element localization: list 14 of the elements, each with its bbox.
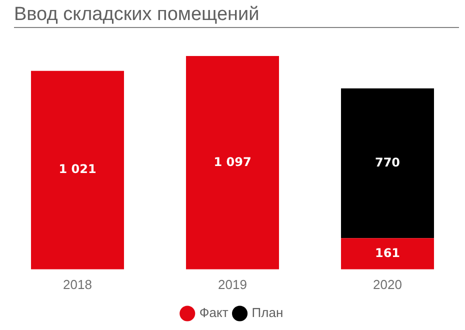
data-label: 1 021	[58, 162, 96, 176]
bar	[341, 88, 434, 238]
x-tick-label: 2018	[63, 276, 92, 292]
data-label: 1 097	[214, 154, 252, 169]
legend-label: Факт	[199, 305, 228, 320]
data-label: 161	[374, 246, 400, 260]
legend-label: План	[252, 305, 284, 320]
bar	[341, 238, 434, 270]
x-tick-label: 2020	[373, 276, 402, 292]
chart-title: Ввод складских помещений	[14, 4, 459, 28]
bar	[31, 70, 124, 270]
x-tick-label: 2019	[218, 276, 247, 292]
data-label: 770	[374, 155, 400, 170]
bar	[186, 56, 279, 270]
